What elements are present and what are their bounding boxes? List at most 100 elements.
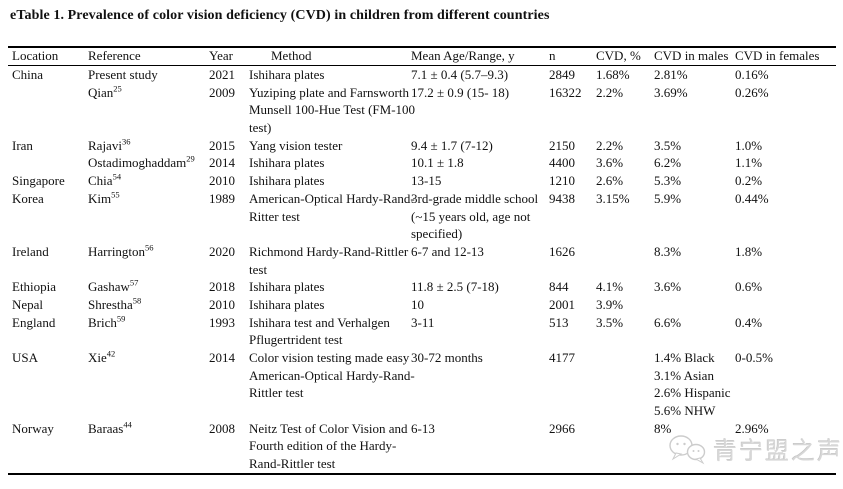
cell-method-line: Richmond Hardy-Rand-Rittler (249, 243, 409, 259)
col-header-location: Location (8, 47, 84, 66)
cell-reference: Chia54 (84, 172, 205, 190)
cell-n: 844 (545, 278, 592, 296)
cell-cvd-females: 0-0.5% (731, 349, 836, 420)
reference-superscript: 36 (121, 136, 131, 147)
cell-cvd-males-line: 3.1% Asian (654, 367, 714, 383)
table-header-row: Location Reference Year Method Mean Age/… (8, 47, 836, 66)
cell-cvd-males: 6.6% (650, 314, 731, 349)
cell-mean-age: 3rd-grade middle school (~15 years old, a… (407, 190, 545, 243)
cell-n: 513 (545, 314, 592, 349)
cell-cvd-males-line: 3.69% (654, 84, 688, 100)
cell-year: 2015 (205, 137, 245, 155)
cell-year-line: 2010 (209, 173, 235, 189)
cell-method-line: Ishihara plates (249, 296, 325, 312)
cell-year: 2021 (205, 66, 245, 84)
col-header-cvd-females: CVD in females (731, 47, 836, 66)
cell-reference-line: Ostadimoghaddam29 (88, 154, 195, 171)
table-row: USA Xie42 2014 Color vision testing made ea… (8, 349, 836, 420)
cell-cvd-females-line: 0.16% (735, 67, 769, 82)
reference-superscript: 55 (111, 189, 120, 200)
cell-method: Ishihara plates (245, 154, 407, 172)
cell-cvd-percent: 2.2% (592, 137, 650, 155)
cell-year-line: 1989 (209, 190, 235, 206)
cell-method-line: Yuziping plate and Farnsworth (249, 84, 409, 100)
cell-year-line: 2014 (209, 155, 235, 171)
cell-mean-age: 11.8 ± 2.5 (7-18) (407, 278, 545, 296)
cell-cvd-females: 0.16% (731, 66, 836, 84)
cell-location-line: USA (12, 350, 39, 365)
table-row: Iran Rajavi36 2015 Yang vision tester 9.4 ± … (8, 137, 836, 155)
cell-n-line: 1210 (549, 173, 575, 189)
cell-n-line: 2150 (549, 137, 575, 153)
cell-mean-age-line: specified) (411, 226, 463, 242)
cell-method-line: Yang vision tester (249, 137, 343, 153)
cell-n-line: 4177 (549, 350, 575, 365)
cell-reference: Present study (84, 66, 205, 84)
cell-cvd-percent-line: 3.9% (596, 296, 624, 312)
cell-year: 2010 (205, 172, 245, 190)
cell-cvd-males-line: 1.4% Black (654, 350, 715, 365)
cell-cvd-females (731, 296, 836, 314)
cell-mean-age-line: 11.8 ± 2.5 (7-18) (411, 279, 499, 295)
cell-n: 4400 (545, 154, 592, 172)
cell-method: Ishihara plates (245, 66, 407, 84)
cell-reference: Ostadimoghaddam29 (84, 154, 205, 172)
cell-mean-age-line: 6-7 and 12-13 (411, 243, 484, 259)
cell-method-line: Ishihara plates (249, 173, 325, 189)
cell-cvd-percent-line: 2.6% (596, 173, 624, 189)
reference-superscript: 29 (186, 154, 195, 165)
cell-location: Korea (8, 190, 84, 243)
cell-reference: Shrestha58 (84, 296, 205, 314)
col-header-n: n (545, 47, 592, 66)
cell-location: USA (8, 349, 84, 420)
cell-cvd-percent: 3.9% (592, 296, 650, 314)
cell-cvd-males: 1.4% Black 3.1% Asian 2.6% Hispanic 5.6% NH… (650, 349, 731, 420)
cell-cvd-males-line: 2.81% (654, 67, 688, 82)
cell-cvd-percent: 2.2% (592, 84, 650, 137)
cell-cvd-males-line: 5.3% (654, 173, 682, 189)
cell-n: 4177 (545, 349, 592, 420)
cell-method-line: Pflugertrident test (249, 332, 343, 348)
cell-method-line: Ishihara test and Verhalgen (249, 314, 390, 330)
cell-cvd-males: 8.3% (650, 243, 731, 278)
cell-method-line: Rand-Rittler test (249, 456, 336, 472)
cell-method: Color vision testing made easy American-O… (245, 349, 415, 420)
cell-mean-age: 10.1 ± 1.8 (407, 154, 545, 172)
cell-n-line: 2001 (549, 296, 575, 312)
cell-cvd-females-line: 0.44% (735, 190, 769, 206)
cell-year: 2014 (205, 349, 245, 420)
cell-year-line: 1993 (209, 314, 235, 330)
cell-cvd-percent-line: 3.15% (596, 190, 630, 206)
cell-mean-age: 6-13 (407, 420, 545, 474)
cell-cvd-percent: 1.68% (592, 66, 650, 84)
table-row: Nepal Shrestha58 2010 Ishihara plates 10 2001… (8, 296, 836, 314)
cell-n: 16322 (545, 84, 592, 137)
cell-location-line: Ireland (12, 243, 49, 259)
cell-location-line: England (12, 314, 56, 330)
cell-cvd-percent: 3.15% (592, 190, 650, 243)
cell-location: Iran (8, 137, 84, 155)
cell-location-line: Korea (12, 190, 44, 206)
cell-year-line: 2020 (209, 243, 235, 259)
cell-mean-age-line: 9.4 ± 1.7 (7-12) (411, 137, 493, 153)
cell-mean-age-line: (~15 years old, age not (411, 208, 531, 224)
cell-n: 2849 (545, 66, 592, 84)
cell-year-line: 2021 (209, 67, 235, 82)
cell-cvd-males: 5.9% (650, 190, 731, 243)
cell-n: 9438 (545, 190, 592, 243)
cell-cvd-males: 3.69% (650, 84, 731, 137)
table-row: Singapore Chia54 2010 Ishihara plates 13-15 1… (8, 172, 836, 190)
cell-method-line: Fourth edition of the Hardy- (249, 438, 397, 454)
cell-method: American-Optical Hardy-Rand- Ritter test (245, 190, 415, 243)
cell-cvd-females: 0.4% (731, 314, 836, 349)
cell-cvd-females-line: 0.6% (735, 279, 763, 295)
cell-year: 2010 (205, 296, 245, 314)
cell-mean-age-line: 10 (411, 296, 424, 312)
reference-superscript: 58 (132, 295, 142, 306)
col-header-year: Year (205, 47, 245, 66)
cell-cvd-females: 0.2% (731, 172, 836, 190)
cell-n: 2966 (545, 420, 592, 474)
cell-location-line: Ethiopia (12, 279, 57, 295)
cell-cvd-males-line: 3.6% (654, 279, 682, 295)
cell-n-line: 844 (549, 279, 569, 295)
